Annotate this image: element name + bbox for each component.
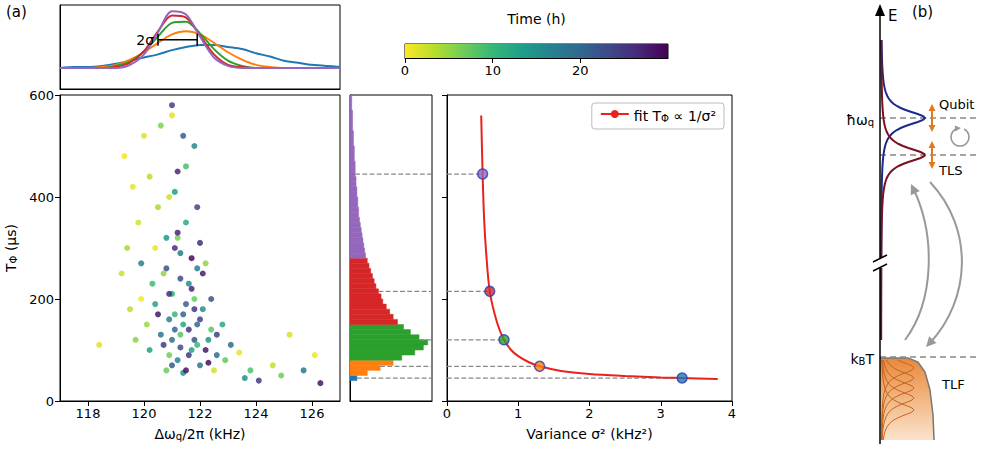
svg-text:10: 10 (484, 63, 501, 78)
svg-text:Time (h): Time (h) (506, 11, 566, 27)
svg-text:fit T: fit T (634, 108, 662, 124)
svg-text:0: 0 (401, 63, 409, 78)
svg-text:(b): (b) (912, 3, 933, 21)
svg-text:118: 118 (76, 406, 101, 421)
svg-text:Φ: Φ (661, 113, 669, 124)
svg-text:q: q (175, 430, 183, 442)
svg-text:Qubit: Qubit (939, 97, 974, 112)
svg-text:T: T (864, 351, 874, 367)
svg-text:∝ 1/σ²: ∝ 1/σ² (669, 108, 716, 124)
svg-text:q: q (868, 117, 874, 128)
svg-text:4: 4 (728, 406, 736, 421)
svg-text:120: 120 (132, 406, 157, 421)
svg-text:2σ: 2σ (136, 32, 154, 48)
svg-text:126: 126 (300, 406, 325, 421)
svg-text:124: 124 (244, 406, 269, 421)
svg-text:200: 200 (29, 292, 54, 307)
svg-text:Φ: Φ (8, 255, 19, 263)
svg-text:20: 20 (572, 63, 589, 78)
svg-text:3: 3 (657, 406, 665, 421)
svg-text:2: 2 (585, 406, 593, 421)
svg-text:0: 0 (443, 406, 451, 421)
svg-text:0: 0 (46, 394, 54, 409)
svg-text:Δω: Δω (154, 426, 175, 442)
svg-text:/2π (kHz): /2π (kHz) (182, 426, 245, 442)
svg-text:k: k (850, 351, 859, 367)
svg-text:(μs): (μs) (3, 224, 19, 256)
svg-text:600: 600 (29, 88, 54, 103)
svg-text:122: 122 (188, 406, 213, 421)
svg-text:1: 1 (514, 406, 522, 421)
svg-text:ħω: ħω (846, 112, 867, 128)
svg-text:Variance σ² (kHz²): Variance σ² (kHz²) (526, 426, 652, 442)
svg-text:B: B (859, 356, 866, 367)
svg-text:TLS: TLS (938, 163, 962, 178)
svg-text:(a): (a) (6, 3, 27, 21)
svg-text:E: E (888, 7, 897, 25)
svg-text:TLF: TLF (941, 377, 965, 392)
svg-text:T: T (3, 263, 19, 273)
svg-text:400: 400 (29, 190, 54, 205)
